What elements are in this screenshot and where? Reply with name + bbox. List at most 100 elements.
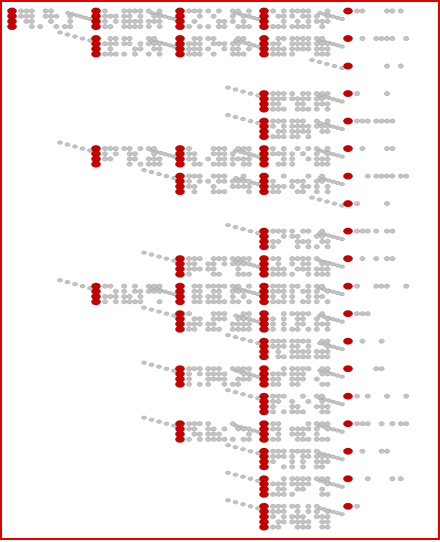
pattern-dot — [216, 189, 222, 195]
pattern-dot — [319, 178, 326, 184]
pattern-dot — [280, 481, 287, 487]
pattern-dot — [126, 41, 133, 47]
node-marker — [259, 133, 269, 141]
pattern-dot — [240, 156, 247, 162]
pattern-dot — [305, 239, 312, 244]
pattern-dot — [319, 464, 326, 470]
pattern-dot — [275, 509, 282, 514]
pattern-dot — [313, 321, 320, 327]
pattern-dot — [300, 41, 306, 47]
pattern-dot — [23, 18, 30, 24]
pattern-dot — [319, 514, 326, 520]
pattern-dot — [305, 436, 312, 442]
pattern-dot — [229, 161, 236, 167]
pattern-dot — [305, 266, 312, 272]
pattern-dot — [191, 36, 198, 41]
pattern-dot — [289, 91, 296, 96]
connector-dot — [232, 225, 239, 230]
pattern-dot — [132, 283, 138, 289]
pattern-dot — [121, 51, 128, 57]
pattern-dot — [132, 24, 138, 29]
pattern-dot — [270, 524, 276, 530]
pattern-dot — [23, 8, 30, 14]
pattern-dot — [313, 266, 320, 272]
pattern-dot — [313, 151, 320, 157]
pattern-dot — [235, 299, 242, 305]
connector-dot — [316, 60, 323, 65]
pattern-dot — [156, 24, 163, 29]
pattern-dot — [28, 13, 35, 19]
pattern-dot — [280, 476, 287, 482]
pattern-dot — [186, 311, 192, 317]
pattern-dot — [270, 399, 276, 404]
pattern-dot — [294, 431, 301, 437]
pattern-dot — [289, 36, 296, 41]
connector-dot — [225, 333, 231, 338]
pattern-dot — [280, 354, 287, 360]
pattern-dot — [275, 354, 282, 360]
pattern-dot — [319, 491, 326, 497]
connector-dot — [339, 16, 345, 21]
node-marker — [175, 50, 185, 58]
pattern-dot — [354, 118, 360, 124]
pattern-dot — [294, 8, 301, 14]
pattern-dot — [359, 118, 366, 124]
connector-dot — [232, 500, 239, 505]
node-marker — [259, 270, 269, 278]
pattern-dot — [210, 288, 217, 294]
pattern-dot — [280, 161, 287, 167]
connector-dot — [339, 429, 345, 434]
pattern-dot — [305, 481, 312, 487]
pattern-dot — [221, 376, 228, 382]
pattern-dot — [240, 13, 247, 19]
pattern-dot — [67, 18, 74, 24]
pattern-dot — [324, 524, 331, 530]
pattern-dot — [221, 283, 228, 289]
pattern-dot — [186, 24, 192, 29]
pattern-dot — [156, 161, 163, 167]
connector-dot — [225, 113, 231, 118]
connector-dot — [247, 91, 254, 96]
pattern-dot — [205, 426, 212, 432]
pattern-dot — [156, 46, 163, 52]
pattern-dot — [280, 454, 287, 459]
pattern-dot — [246, 189, 252, 195]
pattern-dot — [378, 421, 385, 427]
pattern-dot — [270, 228, 276, 234]
pattern-dot — [235, 256, 242, 262]
pattern-dot — [403, 393, 410, 399]
pattern-dot — [294, 486, 301, 492]
pattern-dot — [205, 326, 212, 332]
pattern-dot — [191, 421, 198, 427]
node-marker — [259, 325, 269, 333]
pattern-dot — [305, 288, 312, 294]
connector-dot — [148, 362, 155, 367]
pattern-dot — [270, 509, 276, 514]
pattern-dot — [126, 13, 133, 19]
pattern-dot — [305, 123, 312, 129]
pattern-dot — [319, 228, 326, 234]
pattern-dot — [275, 371, 282, 377]
pattern-dot — [229, 151, 236, 157]
connector-dot — [247, 504, 254, 509]
pattern-dot — [289, 311, 296, 317]
pattern-dot — [151, 46, 158, 52]
pattern-dot — [240, 18, 247, 24]
pattern-dot — [186, 151, 192, 157]
pattern-dot — [359, 311, 366, 317]
pattern-dot — [275, 491, 282, 497]
pattern-dot — [126, 18, 133, 24]
pattern-dot — [354, 421, 360, 427]
pattern-dot — [300, 178, 306, 184]
pattern-dot — [270, 283, 276, 289]
pattern-dot — [275, 36, 282, 41]
pattern-dot — [313, 404, 320, 410]
pattern-dot — [300, 151, 306, 157]
connector-dot — [339, 457, 345, 462]
tree-node-b2 — [91, 145, 163, 168]
pattern-dot — [289, 129, 296, 134]
pattern-dot — [205, 261, 212, 267]
pattern-dot — [294, 376, 301, 382]
pattern-dot — [126, 156, 133, 162]
connector-dot — [339, 99, 345, 104]
